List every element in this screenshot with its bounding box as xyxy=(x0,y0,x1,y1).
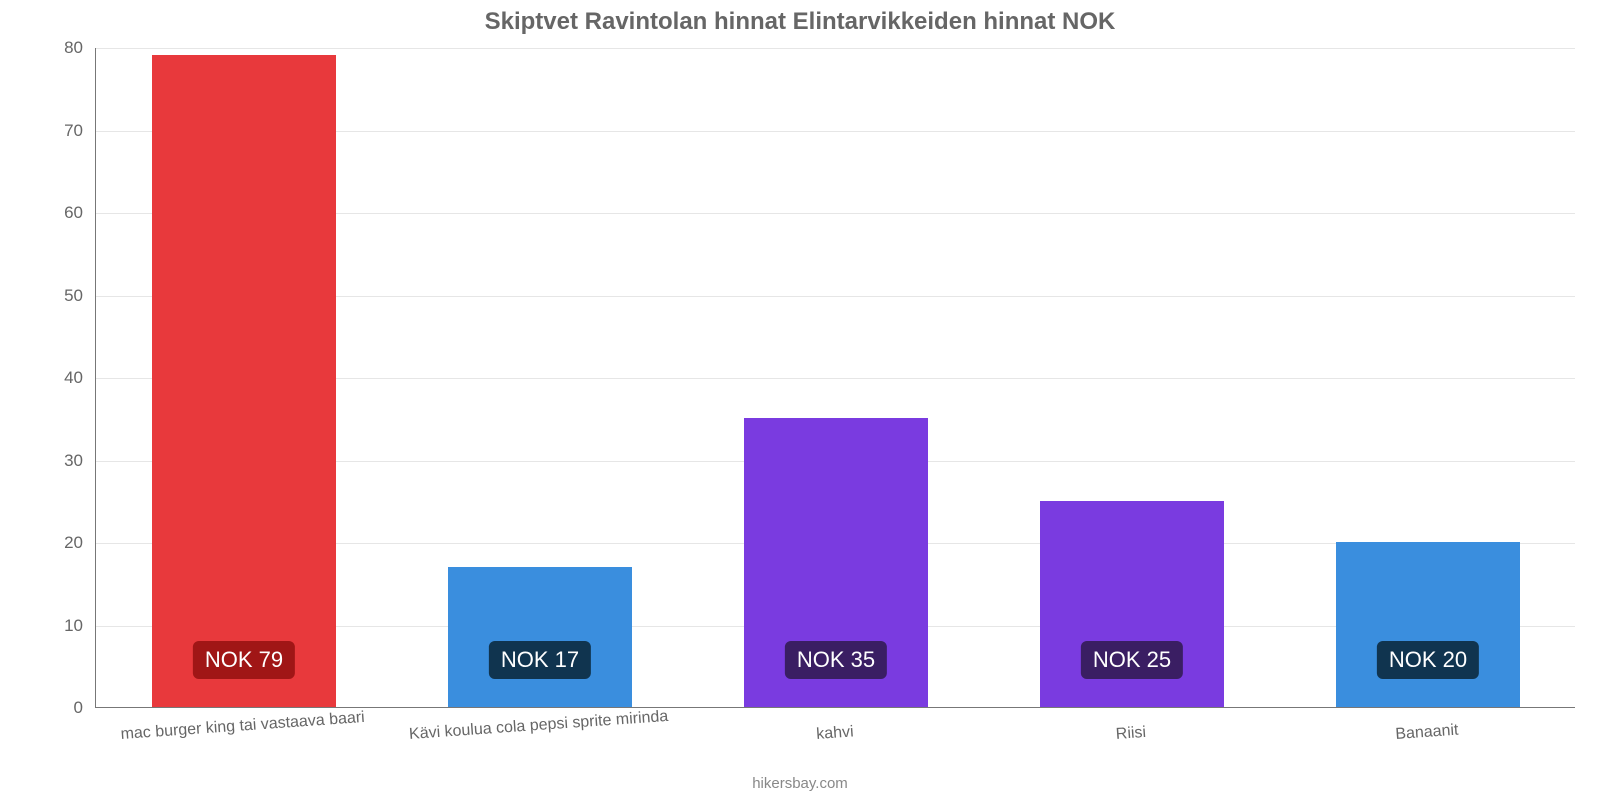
x-tick-label: Banaanit xyxy=(1395,722,1459,744)
x-tick-label: kahvi xyxy=(816,723,855,744)
y-tick-label: 0 xyxy=(43,698,83,718)
y-tick-label: 30 xyxy=(43,451,83,471)
y-tick-label: 10 xyxy=(43,616,83,636)
x-tick-label: Kävi koulua cola pepsi sprite mirinda xyxy=(409,708,669,744)
y-tick-label: 40 xyxy=(43,368,83,388)
y-tick-label: 50 xyxy=(43,286,83,306)
gridline xyxy=(96,48,1575,49)
value-badge: NOK 20 xyxy=(1377,641,1479,679)
plot-area: NOK 79 NOK 17 NOK 35 NOK 25 NOK 20 xyxy=(95,48,1575,708)
x-tick-label: Riisi xyxy=(1115,724,1146,744)
y-tick-label: 70 xyxy=(43,121,83,141)
bar xyxy=(1336,542,1520,707)
x-tick-label: mac burger king tai vastaava baari xyxy=(120,709,365,744)
chart-credit: hikersbay.com xyxy=(0,775,1600,792)
y-tick-label: 80 xyxy=(43,38,83,58)
price-bar-chart: Skiptvet Ravintolan hinnat Elintarvikkei… xyxy=(0,0,1600,800)
y-tick-label: 60 xyxy=(43,203,83,223)
value-badge: NOK 79 xyxy=(193,641,295,679)
bar xyxy=(152,55,336,707)
y-tick-label: 20 xyxy=(43,533,83,553)
value-badge: NOK 17 xyxy=(489,641,591,679)
value-badge: NOK 25 xyxy=(1081,641,1183,679)
value-badge: NOK 35 xyxy=(785,641,887,679)
bar xyxy=(448,567,632,707)
chart-title: Skiptvet Ravintolan hinnat Elintarvikkei… xyxy=(0,8,1600,36)
